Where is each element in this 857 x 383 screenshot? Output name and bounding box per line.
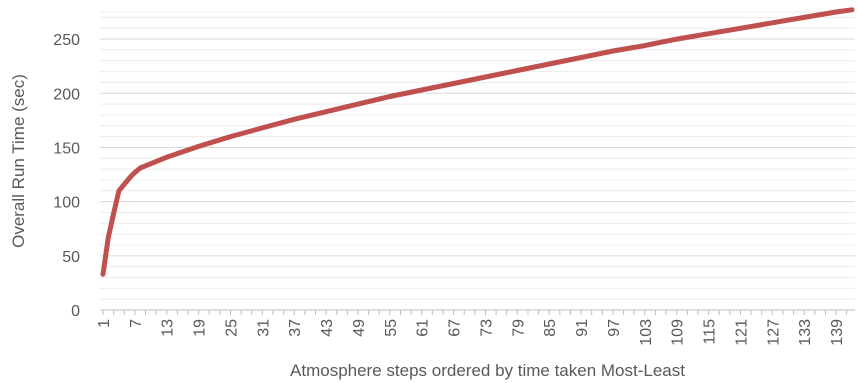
major-gridlines: [100, 38, 855, 257]
x-tick-label: 109: [670, 319, 687, 346]
x-tick-label: 13: [160, 319, 177, 337]
y-tick-label: 200: [53, 86, 80, 103]
y-axis-title: Overall Run Time (sec): [9, 74, 28, 248]
x-tick-label: 115: [702, 319, 719, 345]
y-tick-label: 50: [62, 249, 80, 266]
x-tick-label: 127: [765, 319, 782, 346]
x-tick-label: 49: [351, 319, 368, 337]
x-tick-label: 133: [797, 319, 814, 346]
y-tick-label: 0: [71, 303, 80, 320]
x-tick-label: 103: [638, 319, 655, 346]
x-tick-label: 19: [192, 319, 209, 337]
x-tick-label: 1: [96, 319, 113, 328]
x-tick-label: 73: [478, 319, 495, 337]
x-tick-label: 85: [542, 319, 559, 337]
series-group: [100, 7, 855, 277]
x-tick-label: 67: [447, 319, 464, 337]
x-axis-title: Atmosphere steps ordered by time taken M…: [290, 361, 685, 380]
minor-gridlines: [100, 11, 855, 300]
x-axis-tick-labels: 1 7 13 19 25 31 37 43 49 55 61 67 73 79 85 91 97 103 109 11…: [96, 319, 846, 346]
y-tick-label: 150: [53, 140, 80, 157]
x-tick-label: 61: [415, 319, 432, 337]
x-tick-label: 55: [383, 319, 400, 337]
x-tick-label: 91: [574, 319, 591, 337]
y-tick-label: 100: [53, 195, 80, 212]
x-tick-label: 97: [606, 319, 623, 337]
x-tick-label: 25: [223, 319, 240, 337]
x-axis-tick-marks: [102, 310, 848, 315]
x-tick-label: 79: [510, 319, 527, 337]
x-tick-label: 139: [829, 319, 846, 346]
x-tick-label: 7: [128, 319, 145, 328]
x-tick-label: 43: [319, 319, 336, 337]
y-tick-label: 250: [53, 32, 80, 49]
x-tick-label: 37: [287, 319, 304, 337]
y-axis-tick-labels: 0 50 100 150 200 250: [53, 32, 80, 320]
series-line: [100, 7, 855, 277]
x-tick-label: 121: [733, 319, 750, 346]
x-tick-label: 31: [255, 319, 272, 337]
